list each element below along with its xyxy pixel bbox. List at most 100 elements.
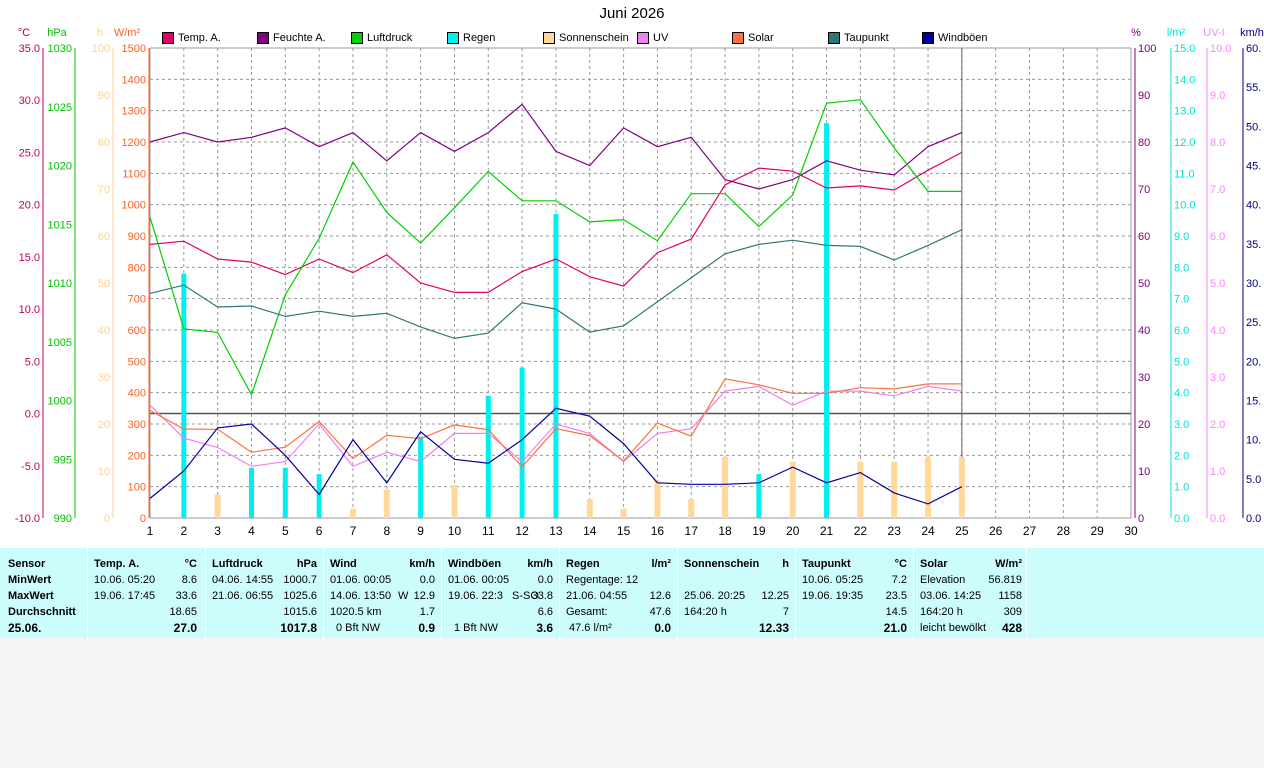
rain-bar [316,474,322,518]
right-axis-tick: 0.0 [1210,513,1225,525]
solar-max: 1158 [998,590,1022,602]
right-axis-tick: 100 [1138,43,1156,55]
gust-min: 0.0 [537,574,553,586]
right-axis-tick: 7.0 [1210,184,1225,196]
legend-item: Sonnenschein [543,31,629,45]
solar-header: Solar [920,558,948,570]
left-axis-tick: 0 [104,513,110,525]
left-axis-tick: 1400 [122,74,146,86]
right-axis-tick: 50 [1138,278,1150,290]
rain-today: 0.0 [654,621,671,635]
sun-max-time: 25.06. 20:25 [684,590,746,602]
wind-unit: km/h [409,558,435,570]
press-unit: hPa [296,558,317,570]
legend-swatch [828,32,840,45]
right-axis-tick: 11.0 [1174,168,1195,180]
row-label-max: MaxWert [8,590,54,602]
left-axis-tick: 995 [54,454,72,466]
left-axis-unit: hPa [47,27,67,39]
x-axis-tick: 22 [854,524,868,538]
sunshine-bar [383,489,390,518]
stats-col-wind: Wind km/h 01.06. 00:05 0.0 14.06. 13:50 … [324,548,442,638]
temp-max: 33.6 [175,590,197,602]
right-axis-tick: 90 [1138,90,1150,102]
left-axis-tick: 100 [128,482,146,494]
series-line [149,229,963,340]
solar-min: 56.819 [988,574,1022,586]
left-axis-tick: 70 [98,184,110,196]
x-axis-tick: 30 [1124,524,1138,538]
rain-bar [756,474,762,518]
stats-col-temp: Temp. A. °C 10.06. 05:20 8.6 19.06. 17:4… [88,548,206,638]
right-axis-unit: % [1131,27,1141,39]
temp-today: 27.0 [173,621,197,635]
x-axis-tick: 16 [651,524,665,538]
legend-item: Taupunkt [828,31,889,45]
right-axis-tick: 50. [1246,121,1261,133]
left-axis-tick: 90 [98,90,110,102]
x-axis-tick: 25 [955,524,969,538]
right-axis-tick: 10. [1246,435,1261,447]
left-axis-tick: 20.0 [19,200,40,212]
row-label-sensor: Sensor [8,558,46,570]
stats-col-sun: Sonnenschein h 25.06. 20:25 12.25 164:20… [678,548,796,638]
x-axis-tick: 27 [1023,524,1037,538]
left-axis-tick: 20 [98,419,110,431]
right-axis-tick: 8.0 [1210,137,1225,149]
right-axis-tick: 40. [1246,200,1261,212]
left-axis-tick: 700 [128,294,146,306]
legend-swatch [922,32,934,45]
left-axis-unit: W/m² [114,27,141,39]
gust-avg: 6.6 [537,606,553,618]
left-axis-tick: 15.0 [19,252,40,264]
stats-col-press: Luftdruck hPa 04.06. 14:55 1000.7 21.06.… [206,548,324,638]
right-axis-tick: 1.0 [1174,482,1189,494]
stats-col-rain: Regen l/m² Regentage: 12 21.06. 04:55 12… [560,548,678,638]
left-axis-unit: h [97,27,103,39]
left-axis-tick: 10 [98,466,110,478]
press-today: 1017.8 [280,621,317,635]
right-axis-tick: 20 [1138,419,1150,431]
right-axis-tick: 60. [1246,43,1261,55]
left-axis-tick: -5.0 [21,461,40,473]
wind-max-dir: W [398,590,409,602]
series-line [149,99,962,397]
legend-item: UV [637,31,668,45]
wind-avg: 1.7 [419,606,435,618]
right-axis-tick: 1.0 [1210,466,1225,478]
wind-max: 12.9 [413,590,435,602]
x-axis-tick: 6 [316,524,323,538]
rain-bar [248,467,254,518]
sunshine-bar [349,508,356,518]
press-max: 1025.6 [283,590,317,602]
x-axis-tick: 7 [350,524,357,538]
wind-min: 0.0 [419,574,435,586]
sun-max: 12.25 [761,590,789,602]
solar-avg-label: 164:20 h [920,606,963,618]
sunshine-bar [722,456,729,518]
left-axis-unit: °C [18,27,30,39]
right-axis-tick: 10.0 [1210,43,1231,55]
right-axis-tick: 55. [1246,82,1261,94]
gust-today-label: 1 Bft NW [454,622,499,634]
legend-label: Taupunkt [844,32,889,44]
series-line [149,407,963,505]
right-axis-tick: 25. [1246,317,1261,329]
gust-today: 3.6 [536,621,553,635]
x-axis-tick: 4 [248,524,255,538]
right-axis-tick: 13.0 [1174,106,1195,118]
legend-label: Feuchte A. [273,32,326,44]
gust-max-dir: S-SO [512,590,539,602]
wind-avg-label: 1020.5 km [330,606,382,618]
series-line [149,378,962,468]
right-axis-tick: 80 [1138,137,1150,149]
wind-max-time: 14.06. 13:50 [330,590,392,602]
sunshine-bar [214,494,221,518]
gust-header: Windböen [448,558,502,570]
rain-bar [282,467,288,518]
x-axis-tick: 14 [583,524,597,538]
rain-bar [418,436,424,518]
gust-max-time: 19.06. 22:3 [448,590,504,602]
gust-max: 33.8 [531,590,553,602]
rain-bar [519,367,525,518]
